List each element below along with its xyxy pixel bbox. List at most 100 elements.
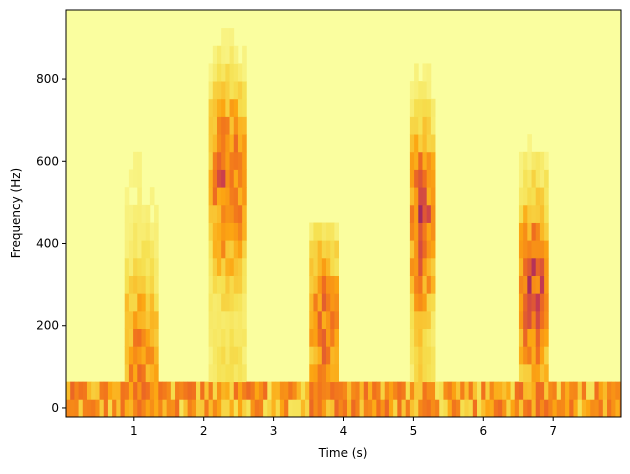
spectrogram-cell: [279, 399, 285, 418]
spectrogram-cell: [422, 310, 428, 330]
x-tick-label: 2: [200, 424, 208, 438]
spectrogram-cell: [552, 399, 558, 418]
spectrogram-cell: [212, 399, 218, 418]
spectrogram-cell: [124, 257, 130, 276]
spectrogram-cell: [242, 275, 247, 294]
spectrogram-cell: [99, 399, 105, 418]
spectrogram-cell: [137, 240, 142, 259]
spectrogram-cell: [128, 169, 134, 188]
y-axis-label: Frequency (Hz): [9, 168, 23, 259]
spectrogram-cell: [414, 204, 419, 223]
spectrogram-cell: [531, 381, 537, 400]
spectrogram-cell: [128, 204, 134, 223]
spectrogram-cell: [430, 240, 436, 259]
spectrogram-cell: [246, 381, 251, 400]
spectrogram-cell: [544, 346, 549, 365]
spectrogram-cell: [426, 381, 432, 400]
spectrogram-cell: [418, 381, 423, 400]
spectrogram-cell: [506, 381, 511, 400]
spectrogram-cell: [128, 328, 134, 347]
spectrogram-cell: [141, 310, 147, 330]
spectrogram-cell: [233, 98, 239, 117]
spectrogram-cell: [393, 381, 398, 400]
spectrogram-cell: [426, 204, 432, 223]
spectrogram-cell: [321, 363, 327, 383]
spectrogram-cell: [313, 381, 319, 400]
spectrogram-cell: [305, 399, 310, 418]
x-tick-label: 6: [479, 424, 487, 438]
spectrogram-cell: [275, 381, 281, 400]
spectrogram-cell: [414, 81, 419, 100]
spectrogram-cell: [426, 240, 432, 259]
spectrogram-cell: [141, 204, 147, 223]
spectrogram-cell: [489, 399, 495, 418]
spectrogram-cell: [221, 28, 226, 47]
spectrogram-cell: [313, 363, 319, 383]
spectrogram-cell: [422, 98, 428, 117]
spectrogram-cell: [422, 346, 428, 365]
spectrogram-cell: [422, 363, 428, 383]
spectrogram-cell: [388, 381, 394, 400]
spectrogram-cell: [418, 169, 423, 188]
spectrogram-cell: [128, 257, 134, 276]
spectrogram-cell: [212, 293, 218, 312]
spectrogram-cell: [225, 28, 230, 47]
spectrogram-cell: [141, 293, 147, 312]
spectrogram-cell: [376, 399, 381, 418]
spectrogram-cell: [326, 328, 331, 347]
spectrogram-cell: [225, 63, 230, 82]
spectrogram-cell: [409, 363, 415, 383]
spectrogram-cell: [535, 222, 541, 241]
spectrogram-cell: [481, 381, 486, 400]
spectrogram-cell: [409, 381, 415, 400]
spectrogram-cell: [468, 381, 474, 400]
spectrogram-cell: [422, 169, 428, 188]
spectrogram-cell: [409, 257, 415, 276]
spectrogram-cell: [523, 187, 528, 206]
spectrogram-cell: [70, 381, 75, 400]
spectrogram-cell: [225, 240, 230, 259]
x-tick-label: 3: [270, 424, 278, 438]
spectrogram-cell: [426, 81, 432, 100]
spectrogram-cell: [535, 328, 541, 347]
spectrogram-cell: [531, 328, 537, 347]
spectrogram-cell: [137, 346, 142, 365]
spectrogram-cell: [418, 363, 423, 383]
spectrogram-cell: [414, 381, 419, 400]
spectrogram-cell: [414, 275, 419, 294]
spectrogram-cell: [468, 399, 474, 418]
spectrogram-cell: [237, 116, 243, 135]
spectrogram-cell: [221, 204, 226, 223]
spectrogram-cell: [447, 399, 453, 418]
spectrogram-cell: [556, 399, 562, 418]
spectrogram-cell: [430, 310, 436, 330]
spectrogram-cell: [560, 381, 566, 400]
spectrogram-cell: [216, 151, 222, 170]
spectrogram-cell: [414, 310, 419, 330]
spectrogram-cell: [330, 293, 335, 312]
spectrogram-cell: [137, 169, 142, 188]
spectrogram-cell: [107, 399, 113, 418]
spectrogram-cell: [334, 240, 339, 259]
y-tick-label: 600: [36, 154, 59, 168]
spectrogram-cell: [221, 151, 226, 170]
spectrogram-cell: [237, 275, 243, 294]
spectrogram-cell: [183, 381, 189, 400]
spectrogram-cell: [426, 257, 432, 276]
spectrogram-cell: [145, 204, 151, 223]
spectrogram-cell: [221, 363, 226, 383]
spectrogram-cell: [422, 275, 428, 294]
spectrogram-cell: [229, 240, 235, 259]
spectrogram-cell: [422, 399, 428, 418]
spectrogram-cell: [254, 399, 260, 418]
spectrogram-cell: [242, 81, 247, 100]
spectrogram-cell: [317, 328, 323, 347]
spectrogram-cell: [527, 151, 532, 170]
spectrogram-cell: [443, 399, 449, 418]
spectrogram-cell: [133, 328, 138, 347]
spectrogram-cell: [464, 399, 470, 418]
spectrogram-cell: [237, 293, 243, 312]
spectrogram-cell: [116, 381, 121, 400]
spectrogram-cell: [233, 363, 239, 383]
spectrogram-cell: [86, 381, 92, 400]
